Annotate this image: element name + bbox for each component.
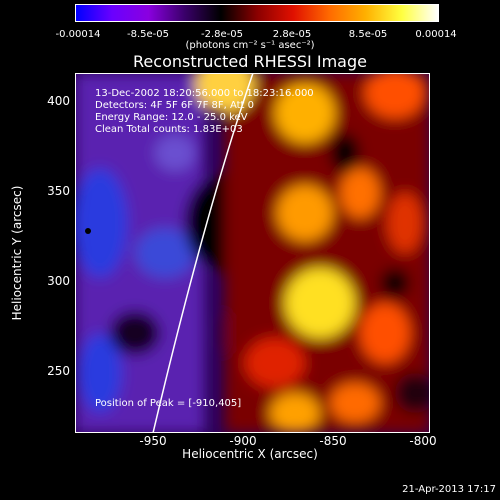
annotation-time: 13-Dec-2002 18:20:56.000 to 18:23:16.000 <box>95 88 314 99</box>
annotation-detectors: Detectors: 4F 5F 6F 7F 8F, Att 0 <box>95 100 255 111</box>
y-tick-label: 350 <box>47 184 70 198</box>
x-tick-label: -950 <box>139 434 167 448</box>
colorbar-tick: -2.8e-05 <box>201 29 243 40</box>
annotation-peak: Position of Peak = [-910,405] <box>95 398 242 409</box>
y-axis-label: Heliocentric Y (arcsec) <box>10 185 24 321</box>
x-tick-label: -900 <box>229 434 257 448</box>
colorbar-units: (photons cm⁻² s⁻¹ asec⁻²) <box>185 40 315 51</box>
colorbar <box>75 4 439 22</box>
colorbar-tick: 0.00014 <box>415 29 457 40</box>
x-axis-label: Heliocentric X (arcsec) <box>182 447 318 461</box>
marker-dot <box>85 228 91 234</box>
y-tick-label: 250 <box>47 364 70 378</box>
solar-limb-line <box>152 73 254 433</box>
plot-title: Reconstructed RHESSI Image <box>133 52 367 71</box>
rhessi-image <box>75 73 430 433</box>
annotation-energy: Energy Range: 12.0 - 25.0 keV <box>95 112 248 123</box>
annotation-clean: Clean Total counts: 1.83E+03 <box>95 124 243 135</box>
colorbar-tick: 2.8e-05 <box>272 29 312 40</box>
x-tick-label: -800 <box>409 434 437 448</box>
x-tick-label: -850 <box>319 434 347 448</box>
footer-date: 21-Apr-2013 17:17 <box>402 484 496 495</box>
colorbar-tick: -8.5e-05 <box>127 29 169 40</box>
colorbar-tick: 8.5e-05 <box>348 29 388 40</box>
y-tick-label: 300 <box>47 274 70 288</box>
y-tick-label: 400 <box>47 94 70 108</box>
colorbar-tick: -0.00014 <box>55 29 101 40</box>
